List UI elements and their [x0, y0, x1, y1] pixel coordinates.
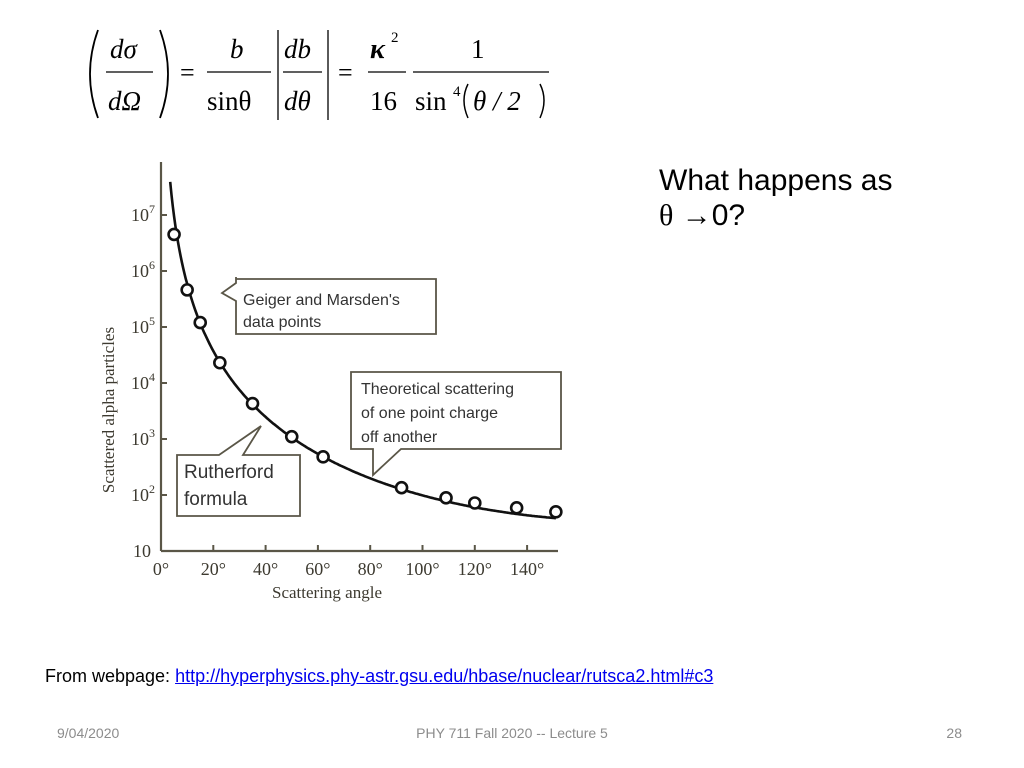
x-tick-label: 60°	[305, 559, 330, 579]
data-point-marker	[245, 396, 260, 411]
data-point-marker	[180, 283, 194, 297]
eq-sin-theta: sinθ	[207, 86, 251, 116]
question-text: What happens as θ →0?	[659, 163, 892, 233]
left-paren	[89, 29, 99, 119]
equals-sign-2: =	[338, 58, 353, 87]
y-tick-label: 104	[131, 370, 155, 393]
callout-rutherford-formula: Rutherford formula	[176, 425, 301, 517]
rutherford-cross-section-equation: dσ dΩ = b sinθ db dθ = κ 2 16 1 sin 4 θ …	[80, 22, 570, 128]
y-tick-label: 103	[131, 426, 155, 449]
arrow-right-icon: →	[681, 199, 712, 232]
eq-dtheta: dθ	[284, 86, 311, 116]
y-tick-label: 106	[131, 258, 155, 281]
source-prefix: From webpage:	[45, 666, 176, 686]
data-point-marker	[549, 505, 563, 519]
y-tick-label: 10	[133, 541, 151, 561]
y-axis-ticks: 10 102 103 104 105 106 107	[131, 202, 167, 561]
question-line-1: What happens as	[659, 164, 893, 197]
data-point-marker	[394, 480, 409, 495]
eq-kappa: κ	[370, 34, 386, 65]
callout-rutherford-line1: Rutherford	[184, 462, 274, 483]
x-tick-label: 40°	[253, 559, 278, 579]
right-paren	[159, 29, 169, 119]
y-tick-label: 107	[131, 202, 155, 225]
callout-rutherford-line2: formula	[184, 489, 248, 510]
data-point-marker	[439, 491, 453, 505]
eq-kappa-exponent: 2	[391, 30, 399, 46]
eq-sin: sin	[415, 86, 447, 116]
eq-db: db	[284, 34, 311, 64]
slide-number: 28	[946, 725, 962, 741]
geiger-marsden-data-points	[167, 227, 563, 519]
callout-geiger-marsden: Geiger and Marsden's data points	[220, 277, 437, 335]
eq-b: b	[230, 34, 244, 64]
x-tick-label: 0°	[153, 559, 169, 579]
hyperphysics-link[interactable]: http://hyperphysics.phy-astr.gsu.edu/hba…	[175, 666, 714, 686]
data-point-marker	[167, 227, 181, 242]
x-tick-label: 120°	[458, 559, 492, 579]
x-tick-label: 100°	[405, 559, 439, 579]
y-axis-label: Scattered alpha particles	[99, 327, 118, 493]
data-point-marker	[193, 315, 208, 330]
callout-geiger-line1: Geiger and Marsden's	[243, 292, 400, 309]
question-zero: 0?	[711, 199, 746, 232]
theta-symbol: θ	[659, 199, 674, 232]
question-line-2: θ →0?	[659, 198, 892, 233]
callout-theory-line1: Theoretical scattering	[361, 381, 514, 398]
data-point-marker	[284, 429, 299, 444]
y-tick-label: 102	[131, 482, 155, 505]
x-axis-label: Scattering angle	[272, 583, 382, 602]
data-point-marker	[467, 496, 482, 510]
footer-date: 9/04/2020	[57, 725, 120, 741]
y-tick-label: 105	[131, 314, 155, 337]
data-point-marker	[213, 355, 227, 370]
callout-theory-line2: of one point charge	[361, 405, 498, 422]
eq-16: 16	[370, 86, 397, 116]
x-tick-label: 20°	[201, 559, 226, 579]
eq-sin-exponent: 4	[453, 84, 461, 100]
callout-theory-line3: off another	[361, 429, 438, 446]
equals-sign-1: =	[180, 58, 195, 87]
eq-lhs-numerator: dσ	[110, 34, 139, 64]
x-tick-label: 140°	[510, 559, 544, 579]
rutherford-scattering-chart: 10 102 103 104 105 106 107 0° 20° 40° 60° 80° 100° 1…	[95, 150, 575, 620]
x-tick-label: 80°	[358, 559, 383, 579]
eq-theta-half: θ / 2	[473, 86, 521, 116]
callout-theoretical-scattering: Theoretical scattering of one point char…	[350, 371, 562, 478]
footer-title: PHY 711 Fall 2020 -- Lecture 5	[416, 725, 608, 741]
source-citation: From webpage: http://hyperphysics.phy-as…	[45, 666, 713, 687]
data-point-marker	[316, 450, 330, 464]
rutherford-formula-curve	[168, 181, 556, 520]
callout-geiger-line2: data points	[243, 314, 321, 331]
data-point-marker	[509, 501, 524, 515]
eq-one: 1	[471, 34, 485, 64]
eq-lhs-denominator: dΩ	[108, 86, 141, 116]
x-axis-ticks: 0° 20° 40° 60° 80° 100° 120° 140°	[153, 545, 544, 579]
